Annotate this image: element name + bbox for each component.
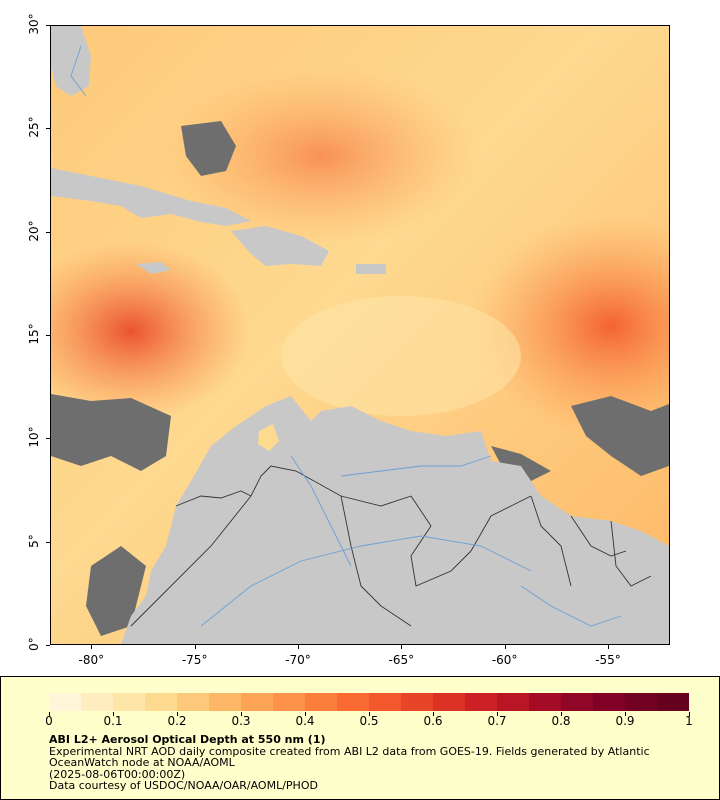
colorbar-tick-label: 0.6 [423,714,443,728]
colorbar-tick-mark [369,712,370,716]
colorbar-tick-mark [689,712,690,716]
colorbar-tick-mark [305,712,306,716]
colorbar-swatch [145,693,177,711]
colorbar-swatch [561,693,593,711]
no-data-region [51,394,171,471]
lat-tick-label: 25° [27,116,41,138]
lat-tick-label: 10° [27,426,41,448]
lon-tick-mark [91,645,93,649]
aod-map [51,26,669,644]
colorbar-tick-label: 0.2 [167,714,187,728]
colorbar-tick-mark [113,712,114,716]
map-panel [50,25,670,645]
no-data-region [86,546,146,636]
colorbar-swatch [337,693,369,711]
colorbar-tick-label: 0 [45,714,53,728]
colorbar-swatch [529,693,561,711]
colorbar-swatch [241,693,273,711]
colorbar-swatch [369,693,401,711]
colorbar-swatch [209,693,241,711]
colorbar-swatch [433,693,465,711]
colorbar-swatch [465,693,497,711]
colorbar-swatch [593,693,625,711]
lat-tick-label: 30° [27,13,41,35]
florida [51,26,91,96]
colorbar-tick-label: 0.1 [103,714,123,728]
lat-tick-label: 5° [27,533,41,548]
lat-tick-label: 20° [27,220,41,242]
jamaica [136,262,171,274]
legend-text-block: ABI L2+ Aerosol Optical Depth at 550 nm … [49,734,689,792]
lon-tick-label: -75° [181,653,208,667]
colorbar-tick-mark [241,712,242,716]
lat-tick-mark [46,231,50,233]
lake-maracaibo [258,424,279,451]
aod-colorbar [49,693,689,711]
cuba [51,168,251,226]
colorbar-tick-label: 0.7 [487,714,507,728]
lat-tick-mark [46,541,50,543]
country-borders [130,465,652,627]
lon-tick-mark [194,645,196,649]
no-data-region [181,121,236,176]
lon-tick-mark [504,645,506,649]
lon-tick-label: -80° [78,653,105,667]
lon-tick-label: -55° [595,653,621,667]
lon-tick-mark [608,645,609,649]
lat-tick-mark [46,25,50,26]
lat-tick-mark [46,645,50,646]
colorbar-tick-mark [497,712,498,716]
lat-tick-label: 15° [27,323,41,345]
colorbar-swatch [81,693,113,711]
lon-tick-label: -70° [285,653,311,667]
lon-tick-label: -65° [388,653,415,667]
lon-tick-mark [401,645,403,649]
colorbar-tick-label: 0.4 [295,714,315,728]
legend-timestamp: (2025-08-06T00:00:00Z) [49,767,186,781]
puerto-rico [356,264,386,274]
colorbar-swatch [497,693,529,711]
lat-tick-mark [46,128,50,130]
legend-panel: 0 0.1 0.2 0.3 0.4 0.5 0.6 0.7 0.8 0.9 1 ABI L2+ Ae… [0,676,720,800]
colorbar-tick-mark [177,712,178,716]
colorbar-tick-mark [625,712,626,716]
legend-description: Experimental NRT AOD daily composite cre… [49,744,650,769]
colorbar-tick-label: 0.5 [359,714,379,728]
colorbar-swatch [177,693,209,711]
colorbar-tick-mark [433,712,434,716]
colorbar-tick-mark [561,712,562,716]
colorbar-tick-label: 0.3 [231,714,251,728]
colorbar-tick-mark [49,712,50,716]
colorbar-swatch [401,693,433,711]
low-aod-central [281,296,521,416]
colorbar-swatch [113,693,145,711]
colorbar-tick-label: 1 [685,714,693,728]
no-data-region [571,396,669,476]
lat-tick-label: 0° [27,637,41,651]
lon-tick-mark [298,645,299,649]
colorbar-swatch [273,693,305,711]
high-aod-north [161,66,481,246]
lon-tick-label: -60° [491,653,518,667]
colorbar-tick-label: 0.9 [615,714,635,728]
high-aod-west [51,241,251,421]
lat-tick-mark [46,438,50,440]
map-title: ABI L2+ Aerosol Optical Depth at 550 nm … [49,733,326,746]
high-aod-east [471,216,669,436]
colorbar-tick-label: 0.8 [551,714,571,728]
colorbar-swatch [657,693,689,711]
colorbar-swatch [625,693,657,711]
colorbar-swatch [49,693,81,711]
lat-tick-mark [46,335,50,336]
hispaniola [231,226,329,266]
rivers [70,45,622,627]
legend-credit: Data courtesy of USDOC/NOAA/OAR/AOML/PHO… [49,779,318,792]
colorbar-swatch [305,693,337,711]
